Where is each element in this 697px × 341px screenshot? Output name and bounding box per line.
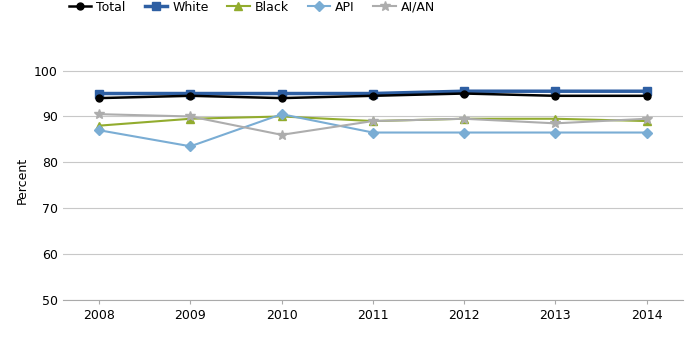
Total [186,94,194,98]
Total [277,96,286,100]
Total [460,91,468,95]
AI/AN [186,115,194,119]
AI/AN [369,119,377,123]
API [95,128,103,132]
AI/AN [643,117,651,121]
Black [369,119,377,123]
AI/AN [277,133,286,137]
AI/AN [95,112,103,116]
API [186,144,194,148]
API [369,131,377,135]
Total [95,96,103,100]
Total [369,94,377,98]
Black [643,119,651,123]
Black [95,123,103,128]
White [369,91,377,95]
White [186,91,194,95]
White [551,89,560,93]
Black [460,117,468,121]
Total [551,94,560,98]
Line: AI/AN: AI/AN [94,109,652,140]
Black [186,117,194,121]
White [460,89,468,93]
API [460,131,468,135]
AI/AN [460,117,468,121]
Legend: Total, White, Black, API, AI/AN: Total, White, Black, API, AI/AN [69,1,435,14]
White [643,89,651,93]
Y-axis label: Percent: Percent [15,157,29,204]
API [643,131,651,135]
Line: Total: Total [95,90,650,102]
Line: White: White [95,87,651,98]
Black [277,115,286,119]
White [277,91,286,95]
API [551,131,560,135]
Line: API: API [95,111,650,150]
Black [551,117,560,121]
API [277,112,286,116]
Total [643,94,651,98]
White [95,91,103,95]
AI/AN [551,121,560,125]
Line: Black: Black [95,112,651,130]
